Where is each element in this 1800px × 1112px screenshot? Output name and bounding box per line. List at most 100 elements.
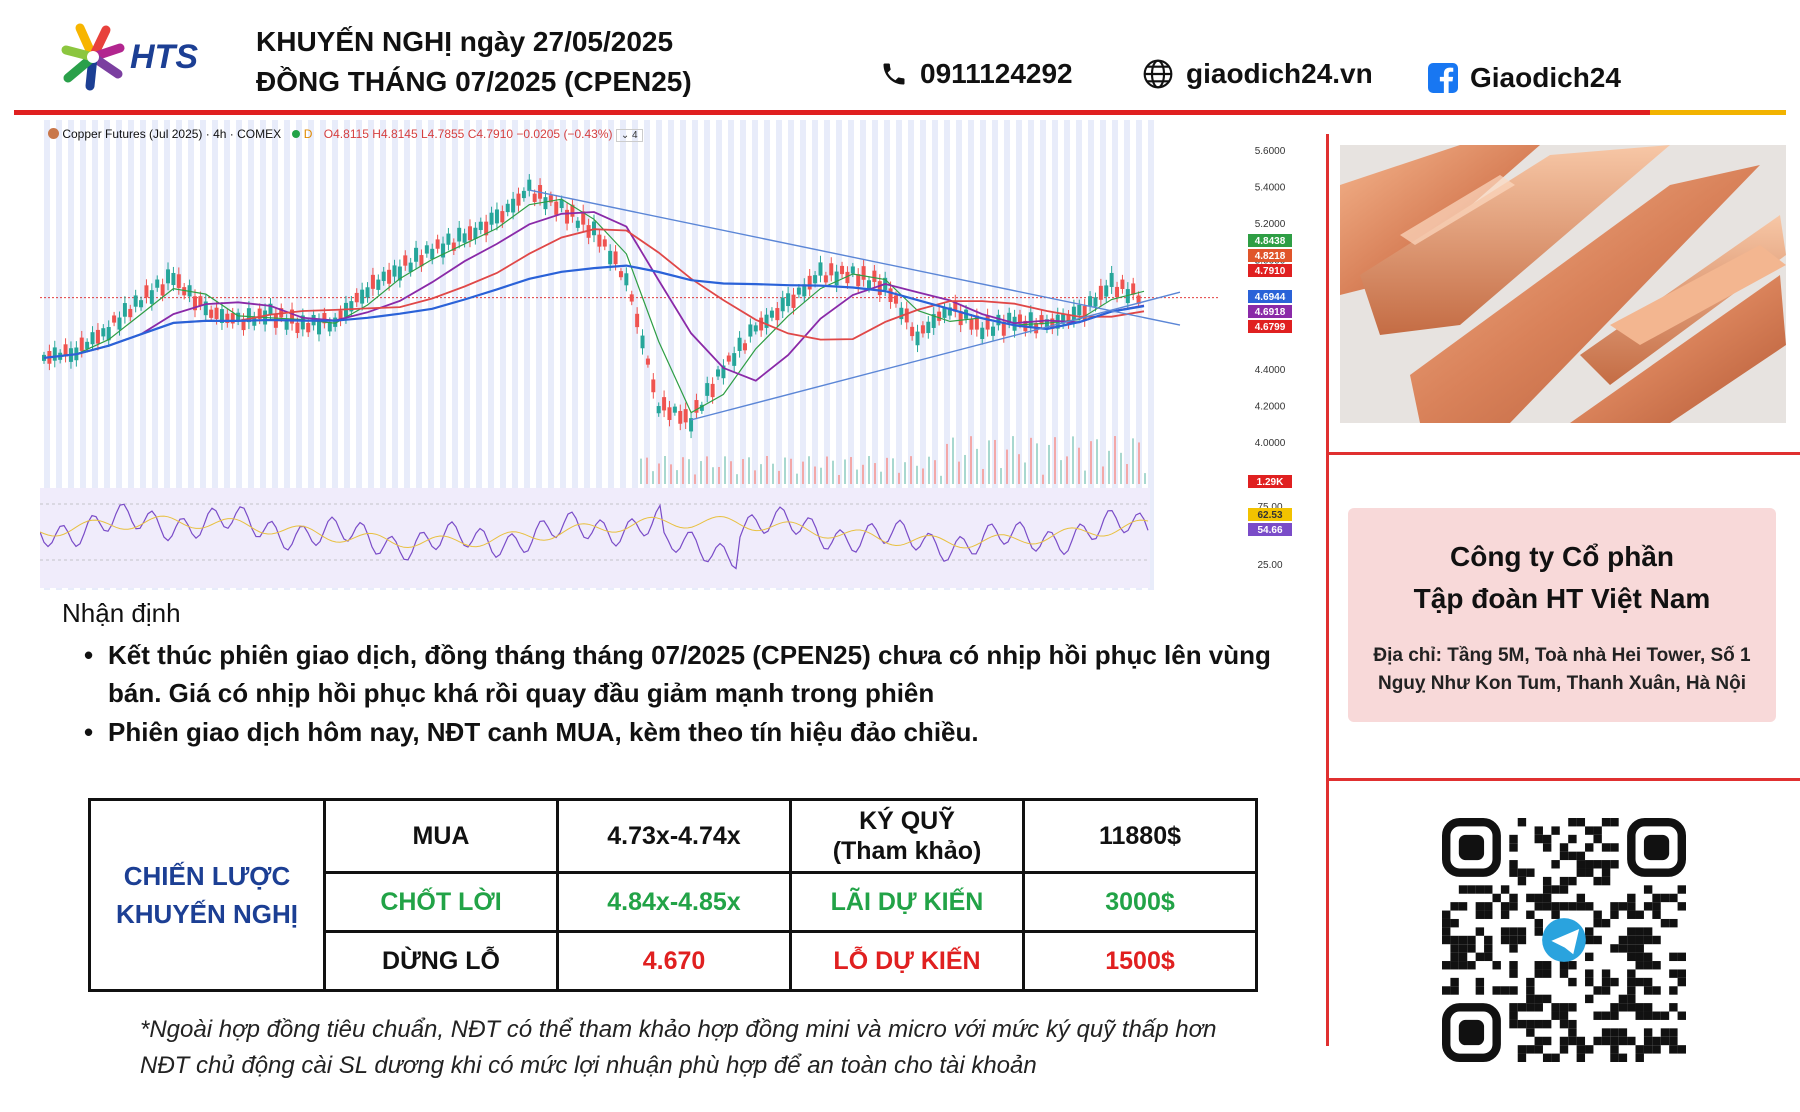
session-stripe [212,120,218,590]
volume-bar [1120,452,1122,484]
qr-module [1509,860,1518,869]
candle-body [1136,295,1141,304]
session-stripe [164,120,170,590]
qr-module [1585,977,1594,987]
volume-bar [886,457,888,484]
rsi-background [40,488,1150,588]
volume-bar [802,461,804,484]
qr-module [1627,944,1636,953]
candle-body [920,325,925,334]
volume-bar [838,475,840,484]
qr-module [1551,885,1560,894]
qr-module [1610,818,1619,827]
candle-body [829,263,834,276]
candle-body [1093,297,1098,307]
qr-module [1643,902,1653,911]
candle-body [683,409,688,423]
candle-body [796,287,801,295]
candle-body [338,310,343,321]
phone-contact[interactable]: 0911124292 [880,58,1073,90]
qr-module [1450,935,1459,945]
candle-body [937,311,942,321]
candle-body [559,199,564,209]
candle-body [753,325,758,332]
volume-bar [964,454,966,484]
candle-body [90,332,95,345]
qr-module [1593,834,1602,844]
volume-bar [1030,437,1032,484]
candle-body [699,404,704,411]
session-stripe [908,120,914,590]
candle-body [106,327,111,341]
qr-module [1593,935,1602,945]
volume-bar [640,458,642,484]
candle-body [300,315,305,330]
qr-module [1517,818,1527,827]
qr-module [1601,986,1611,995]
candle-body [575,220,580,228]
session-stripe [992,120,998,590]
volume-bar [736,474,738,484]
collapse-toggle[interactable]: ⌄ 4 [615,129,643,142]
qr-module [1559,969,1569,978]
price-badge [1248,305,1292,318]
qr-finder-inner [1458,834,1485,861]
qr-module [1643,1028,1653,1037]
candle-body [570,204,575,217]
qr-module [1509,986,1518,995]
qr-module [1509,868,1518,877]
volume-bar [754,470,756,484]
qr-module [1568,1028,1577,1037]
price-badge-label: 4.8438 [1255,236,1286,247]
price-badge [1248,234,1292,247]
candle-body [246,308,251,323]
price-badge-label: 4.6799 [1255,322,1286,333]
qr-module [1643,952,1653,962]
candle-body [624,273,629,286]
qr-module [1652,910,1661,919]
header-divider [14,110,1786,115]
price-chart[interactable]: 5.60005.40005.20005.00004.40004.20004.00… [40,120,1312,590]
session-stripe [788,120,794,590]
qr-module [1509,902,1518,911]
session-stripe [1124,120,1130,590]
candle-body [888,288,893,303]
session-stripe [596,120,602,590]
qr-module [1601,1036,1611,1046]
candle-body [424,245,429,254]
session-stripe [896,120,902,590]
qr-module [1509,893,1518,903]
price-axis-tick: 5.2000 [1255,219,1286,230]
volume-bar [1024,462,1026,484]
price-axis-tick: 4.2000 [1255,401,1286,412]
session-stripe [1004,120,1010,590]
analysis-bullet: Kết thúc phiên giao dịch, đồng tháng thá… [80,636,1310,712]
volume-bar [814,466,816,484]
qr-module [1559,1011,1569,1020]
session-stripe [248,120,254,590]
trendline-upper [529,189,1181,326]
qr-module [1568,1003,1577,1012]
candle-body [435,239,440,249]
qr-module [1450,986,1459,995]
website-link[interactable]: giaodich24.vn [1142,58,1373,90]
hts-logo-icon [61,23,125,91]
volume-bar [826,456,828,484]
qr-finder-outer [1442,818,1501,877]
facebook-text: Giaodich24 [1470,62,1621,93]
volume-bar [682,457,684,484]
qr-module [1509,1011,1518,1020]
chart-badge: D [303,127,313,141]
qr-module [1568,902,1577,911]
volume-bar [712,467,714,484]
session-stripe [824,120,830,590]
company-name-line-2: Tập đoàn HT Việt Nam [1413,583,1711,614]
volume-bar [1048,444,1050,484]
telegram-qr-code[interactable] [1442,818,1686,1062]
facebook-link[interactable]: Giaodich24 [1428,62,1621,94]
qr-module [1542,876,1552,886]
qr-module [1467,944,1476,953]
volume-bar [724,456,726,484]
candle-body [1082,305,1087,320]
candle-body [856,274,861,287]
